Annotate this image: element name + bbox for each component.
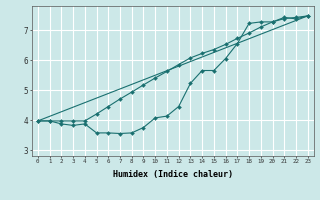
X-axis label: Humidex (Indice chaleur): Humidex (Indice chaleur): [113, 170, 233, 179]
